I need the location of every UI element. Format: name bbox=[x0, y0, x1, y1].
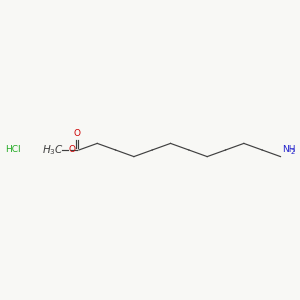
Text: 2: 2 bbox=[290, 149, 295, 155]
Text: NH: NH bbox=[282, 146, 296, 154]
Text: O: O bbox=[74, 129, 81, 138]
Text: O: O bbox=[68, 146, 75, 154]
Text: HCl: HCl bbox=[5, 146, 20, 154]
Text: $H_3C$: $H_3C$ bbox=[41, 143, 64, 157]
